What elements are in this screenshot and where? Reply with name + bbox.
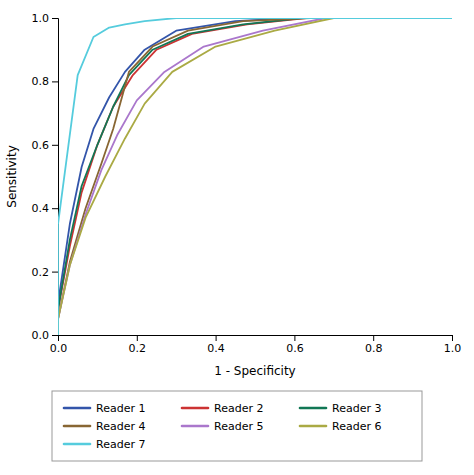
tick: 1.0 [32, 12, 59, 25]
tick: 0.4 [207, 335, 225, 355]
tick-mark [216, 335, 217, 341]
legend-item: Reader 1 [64, 402, 145, 415]
x-axis-title: 1 - Specificity [214, 364, 295, 378]
tick-mark [52, 208, 58, 209]
tick: 0.6 [32, 139, 59, 152]
lines [58, 18, 452, 335]
legend-label: Reader 4 [96, 420, 145, 433]
legend-item: Reader 3 [300, 402, 381, 415]
axis-line [59, 336, 453, 342]
x-axis: 0.0 0.2 0.4 0.6 0.8 1.0 [50, 335, 462, 355]
tick-mark [52, 145, 58, 146]
tick: 0.2 [32, 266, 59, 279]
legend-label: Reader 2 [214, 402, 263, 415]
series-line [58, 18, 452, 335]
plot: 0.0 0.2 0.4 0.6 0.8 1.0 0.0 0.2 0.4 0.6 0.8 1.0 [32, 12, 462, 355]
tick-label: 0.0 [32, 329, 50, 342]
legend: Reader 1 Reader 2 Reader 3 Reader 4 Reader 5… [52, 391, 422, 461]
legend-swatch [182, 407, 208, 410]
tick-label: 0.2 [129, 342, 147, 355]
series-line [58, 18, 452, 335]
tick-label: 0.2 [32, 266, 50, 279]
legend-label: Reader 7 [96, 438, 145, 451]
axis-line [52, 19, 59, 336]
tick: 0.8 [32, 75, 59, 88]
legend-swatch [64, 425, 90, 428]
tick-label: 0.6 [286, 342, 304, 355]
tick-label: 0.4 [207, 342, 225, 355]
legend-label: Reader 5 [214, 420, 263, 433]
series-line [58, 18, 452, 335]
tick: 0.6 [286, 335, 304, 355]
tick-label: 0.8 [365, 342, 383, 355]
chart: 0.0 0.2 0.4 0.6 0.8 1.0 0.0 0.2 0.4 0.6 0.8 1.0 1 - … [0, 0, 474, 475]
legend-label: Reader 1 [96, 402, 145, 415]
tick-mark [294, 335, 295, 341]
tick-label: 0.4 [32, 202, 50, 215]
tick-label: 0.0 [50, 342, 68, 355]
legend-swatch [300, 425, 326, 428]
legend-item: Reader 6 [300, 420, 381, 433]
legend-label: Reader 6 [332, 420, 381, 433]
legend-swatch [64, 407, 90, 410]
tick-mark [52, 18, 58, 19]
series-line [58, 18, 452, 335]
legend-item: Reader 7 [64, 438, 145, 451]
tick-label: 1.0 [32, 12, 50, 25]
tick-mark [52, 272, 58, 273]
y-axis: 0.0 0.2 0.4 0.6 0.8 1.0 [32, 12, 59, 342]
tick-mark [137, 335, 138, 341]
series-line [58, 18, 452, 335]
tick-label: 1.0 [444, 342, 462, 355]
tick-mark [373, 335, 374, 341]
series-line [58, 18, 452, 335]
tick-label: 0.8 [32, 75, 50, 88]
legend-swatch [300, 407, 326, 410]
legend-item: Reader 2 [182, 402, 263, 415]
tick: 0.8 [365, 335, 383, 355]
tick-label: 0.6 [32, 139, 50, 152]
legend-label: Reader 3 [332, 402, 381, 415]
tick-mark [452, 335, 453, 341]
legend-swatch [182, 425, 208, 428]
tick: 0.2 [129, 335, 147, 355]
legend-frame [52, 391, 422, 461]
legend-swatch [64, 443, 90, 446]
legend-item: Reader 4 [64, 420, 145, 433]
series-line [58, 18, 452, 335]
tick: 1.0 [444, 335, 462, 355]
tick: 0.4 [32, 202, 59, 215]
tick: 0.0 [50, 335, 68, 355]
legend-item: Reader 5 [182, 420, 263, 433]
y-axis-title: Sensitivity [5, 145, 19, 207]
tick: 0.0 [32, 329, 59, 342]
tick-mark [52, 335, 58, 336]
tick-mark [52, 81, 58, 82]
